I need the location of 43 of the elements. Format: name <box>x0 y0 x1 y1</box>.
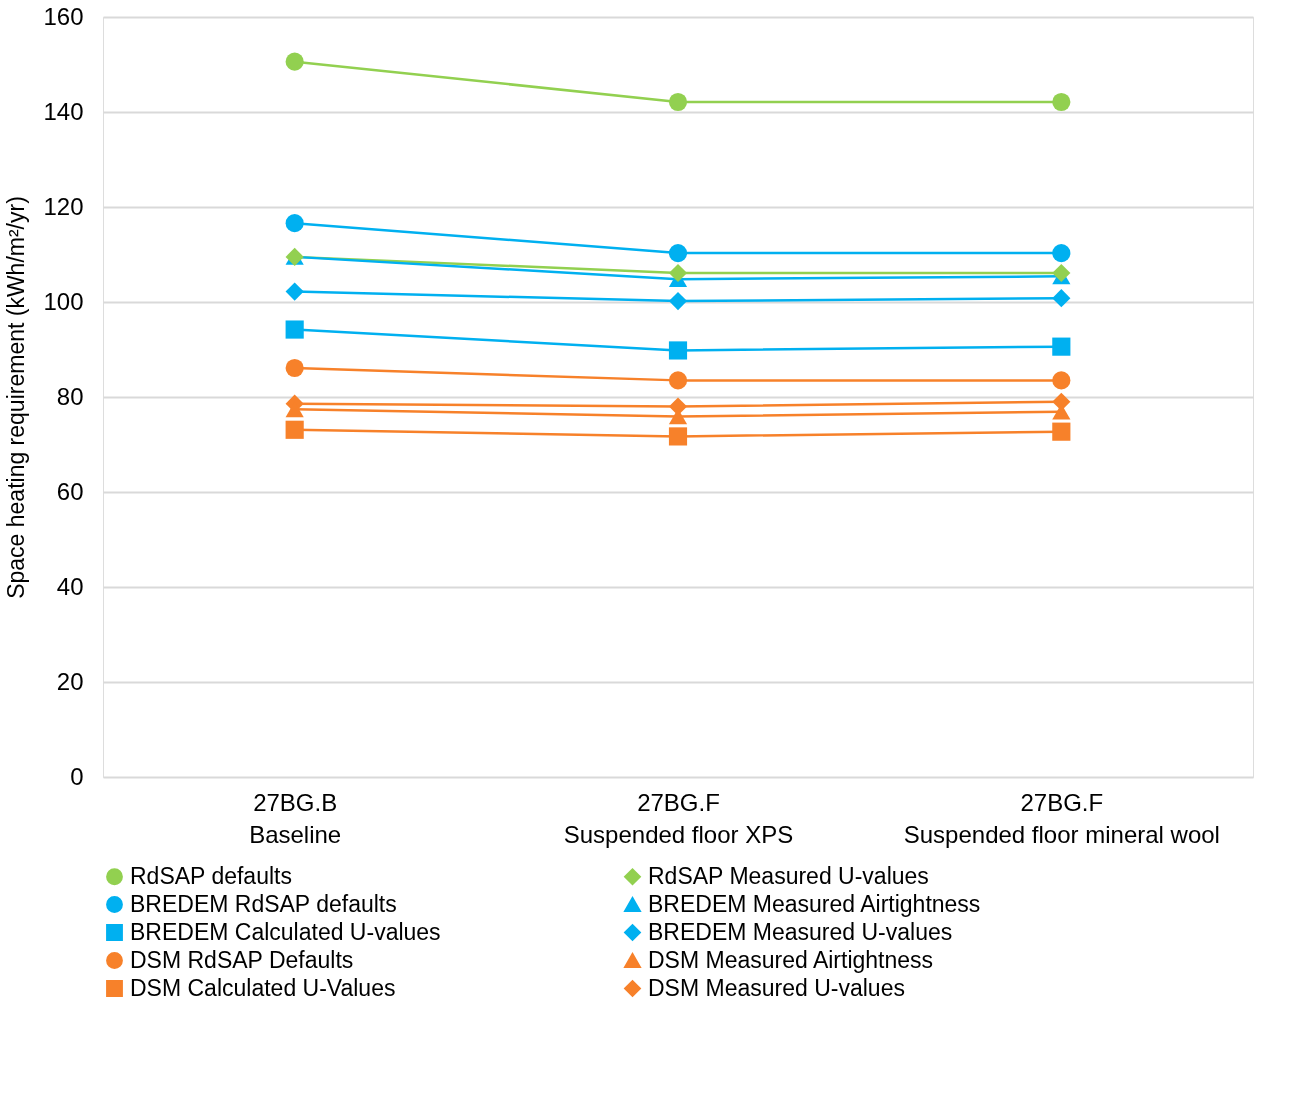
y-tick-label: 140 <box>43 97 84 125</box>
x-tick-label: 27BG.F Suspended floor mineral wool <box>903 788 1220 848</box>
point <box>1052 371 1071 390</box>
point <box>668 263 688 283</box>
x-tick-label: 27BG.B Baseline <box>249 788 342 848</box>
point <box>668 244 688 263</box>
y-tick-label: 60 <box>56 477 84 505</box>
y-tick-label: 0 <box>70 762 84 790</box>
point <box>1052 244 1071 263</box>
y-tick-label: 120 <box>43 192 84 220</box>
legend-label: RdSAP defaults <box>130 862 292 889</box>
legend-label: RdSAP Measured U-values <box>648 862 929 889</box>
y-tick-label: 40 <box>56 572 84 600</box>
legend-label: BREDEM Calculated U-values <box>130 918 441 945</box>
point <box>1052 422 1071 441</box>
point <box>285 52 304 71</box>
legend-label: DSM Measured U-values <box>648 974 905 1001</box>
point <box>1052 92 1071 112</box>
y-tick-label: 80 <box>56 382 84 410</box>
y-tick-label: 160 <box>43 2 84 30</box>
point <box>1052 289 1071 308</box>
legend-label: DSM Calculated U-Values <box>130 974 396 1001</box>
y-tick-label: 100 <box>43 287 84 315</box>
point <box>668 427 688 446</box>
y-axis-title: Space heating requirement (kWh/m²/yr) <box>3 196 30 599</box>
point <box>285 358 304 378</box>
point <box>285 320 304 339</box>
legend-label: DSM Measured Airtightness <box>648 946 934 973</box>
legend-label: DSM RdSAP Defaults <box>130 946 354 973</box>
legend-label: BREDEM Measured U-values <box>648 918 953 945</box>
y-tick-label: 20 <box>56 667 84 695</box>
point <box>285 282 304 301</box>
point <box>285 420 304 439</box>
legend-label: BREDEM RdSAP defaults <box>130 890 397 917</box>
point <box>668 341 688 360</box>
point <box>668 371 688 390</box>
point <box>285 214 304 233</box>
point <box>1052 337 1071 356</box>
point <box>668 291 688 311</box>
point <box>1052 263 1071 283</box>
point <box>668 92 688 112</box>
legend-label: BREDEM Measured Airtightness <box>648 890 981 917</box>
x-tick-label: 27BG.F Suspended floor XPS <box>563 788 794 848</box>
